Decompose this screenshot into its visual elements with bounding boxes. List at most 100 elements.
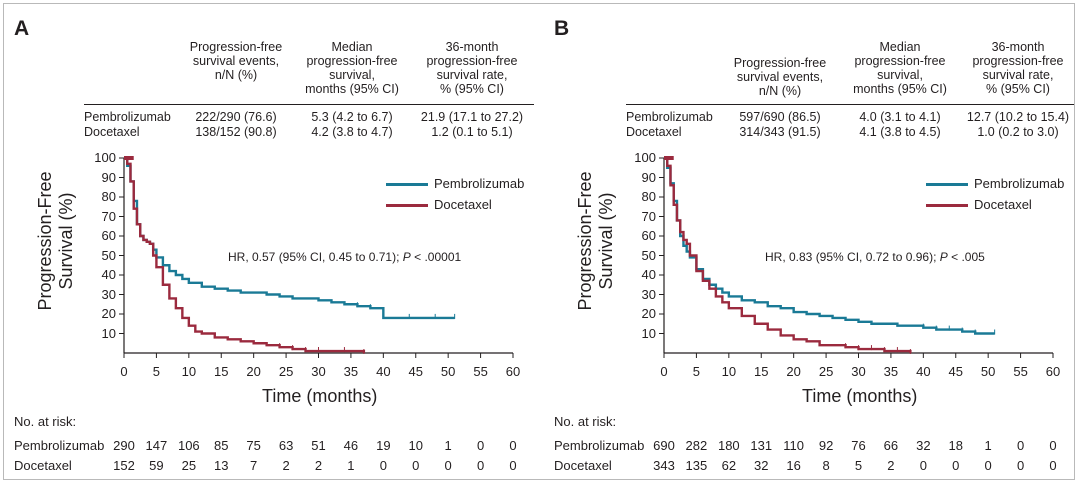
legend-pembrolizumab: Pembrolizumab	[926, 176, 1064, 191]
x-tick-label: 0	[660, 364, 668, 379]
legend-swatch	[386, 204, 428, 208]
risk-count: 66	[883, 438, 899, 453]
risk-count: 131	[750, 438, 773, 453]
risk-count: 282	[685, 438, 708, 453]
risk-count: 0	[984, 458, 992, 473]
risk-count: 85	[214, 438, 229, 453]
risk-count: 0	[444, 458, 452, 473]
header-median: Median progression-free survival, months…	[840, 40, 960, 96]
risk-count: 106	[177, 438, 200, 453]
y-tick-label: 100	[634, 150, 656, 165]
events-value: 314/343 (91.5)	[739, 125, 821, 139]
hazard-ratio: HR, 0.83 (95% CI, 0.72 to 0.96); P < .00…	[765, 250, 985, 264]
risk-title: No. at risk:	[14, 414, 77, 429]
risk-count: 10	[408, 438, 423, 453]
x-tick-label: 50	[440, 364, 456, 379]
risk-arm-label: Docetaxel	[14, 458, 72, 473]
hazard-ratio: HR, 0.57 (95% CI, 0.45 to 0.71); P < .00…	[228, 250, 461, 264]
header-line: % (95% CI)	[986, 82, 1050, 96]
risk-count: 690	[653, 438, 675, 453]
y-tick-label: 40	[641, 267, 656, 282]
y-tick-label: 100	[94, 150, 116, 165]
km-plot	[659, 156, 1054, 358]
risk-count: 1	[984, 438, 992, 453]
risk-count: 32	[754, 458, 769, 473]
risk-count: 0	[1016, 458, 1025, 473]
p-label: P	[402, 250, 411, 264]
y-tick-label: 10	[101, 325, 116, 341]
risk-count: 135	[685, 458, 708, 473]
x-tick-label: 10	[181, 364, 197, 379]
risk-count: 32	[916, 438, 931, 453]
x-tick-label: 25	[818, 364, 834, 379]
y-tick-label: 80	[101, 189, 116, 204]
header-median: Median progression-free survival, months…	[296, 40, 408, 96]
panel-b: B Progression-free survival events, n/N …	[540, 0, 1080, 485]
risk-count: 2	[887, 458, 895, 473]
header-line: survival rate,	[436, 68, 508, 82]
x-tick-label: 45	[948, 364, 963, 379]
header-line: survival events,	[192, 54, 280, 68]
risk-arm-label: Docetaxel	[554, 458, 612, 473]
risk-count: 46	[343, 438, 359, 453]
survival-curve-pembrolizumab	[124, 156, 455, 320]
risk-count: 19	[376, 438, 391, 453]
x-tick-label: 0	[120, 364, 128, 379]
y-tick-label: 30	[641, 286, 656, 302]
risk-count: 0	[919, 458, 927, 473]
risk-arm-label: Pembrolizumab	[554, 438, 645, 453]
legend-swatch	[926, 204, 968, 208]
risk-count: 76	[851, 438, 866, 453]
y-tick-label: 50	[641, 247, 656, 263]
x-tick-label: 45	[408, 364, 423, 379]
x-tick-label: 35	[883, 364, 899, 379]
header-line: months (95% CI)	[853, 82, 947, 96]
hr-text: HR, 0.57 (95% CI, 0.45 to 0.71);	[228, 250, 400, 264]
panel-a: A Progression-free survival events, n/N …	[14, 17, 534, 473]
risk-count: 0	[476, 458, 485, 473]
x-tick-label: 25	[278, 364, 294, 379]
header-rate36: 36-month progression-free survival rate,…	[412, 40, 532, 96]
header-line: % (95% CI)	[440, 82, 504, 96]
y-tick-label: 90	[101, 169, 116, 185]
table-row: Docetaxel 138/152 (90.8) 4.2 (3.8 to 4.7…	[84, 125, 534, 140]
header-line: survival,	[877, 68, 923, 82]
risk-count: 92	[818, 438, 834, 453]
risk-count: 75	[246, 438, 261, 453]
rate36-value: 1.2 (0.1 to 5.1)	[431, 125, 513, 139]
header-line: progression-free	[426, 54, 518, 68]
risk-count: 59	[149, 458, 164, 473]
header-events: Progression-free survival events, n/N (%…	[722, 56, 838, 98]
y-tick-label: 20	[641, 306, 656, 321]
header-line: progression-free	[306, 54, 398, 68]
risk-count: 147	[145, 438, 168, 453]
arm-name: Pembrolizumab	[626, 110, 713, 124]
risk-count: 5	[854, 458, 863, 473]
risk-count: 7	[250, 458, 258, 473]
header-line: n/N (%)	[214, 68, 258, 82]
risk-count: 110	[783, 438, 805, 453]
header-line: progression-free	[854, 54, 946, 68]
risk-count: 63	[278, 438, 294, 453]
x-tick-label: 20	[246, 364, 261, 379]
risk-count: 0	[509, 438, 517, 453]
header-line: Progression-free	[733, 56, 827, 70]
risk-count: 25	[181, 458, 197, 473]
header-line: survival,	[329, 68, 375, 82]
risk-count: 290	[113, 438, 135, 453]
table-row: Pembrolizumab 597/690 (86.5) 4.0 (3.1 to…	[626, 110, 1074, 125]
header-events: Progression-free survival events, n/N (%…	[180, 40, 292, 82]
x-axis-label: Time (months)	[802, 386, 918, 406]
header-line: Median	[879, 40, 921, 54]
risk-count: 343	[653, 458, 675, 473]
risk-count: 0	[1049, 438, 1057, 453]
table-row: Pembrolizumab 222/290 (76.6) 5.3 (4.2 to…	[84, 110, 534, 125]
hr-text: HR, 0.83 (95% CI, 0.72 to 0.96);	[765, 250, 937, 264]
arm-name: Docetaxel	[626, 125, 682, 139]
risk-count: 8	[822, 458, 830, 473]
median-value: 4.1 (3.8 to 4.5)	[859, 125, 941, 139]
events-value: 597/690 (86.5)	[739, 110, 821, 124]
legend-pembrolizumab: Pembrolizumab	[386, 176, 524, 191]
header-line: Median	[331, 40, 373, 54]
x-tick-label: 60	[505, 364, 521, 379]
